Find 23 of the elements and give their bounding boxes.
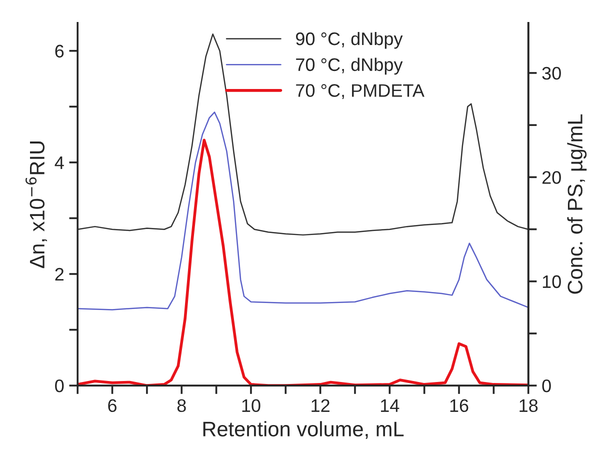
x-axis-title: Retention volume, mL	[203, 421, 404, 439]
line-series	[78, 112, 528, 310]
y-tick-label: 6	[55, 44, 64, 58]
y2-tick-label: 30	[542, 66, 561, 80]
y2-tick-label: 0	[542, 379, 551, 392]
y2-axis-title: Conc. of PS, µg/mL	[567, 114, 587, 294]
x-tick-label: 10	[242, 399, 260, 412]
y-tick-label: 0	[55, 379, 64, 392]
y-tick-label: 4	[54, 156, 64, 169]
x-tick-label: 18	[520, 399, 538, 412]
line-series	[78, 33, 528, 236]
legend-label: 90 °C, dNbpy	[296, 32, 403, 49]
legend-label: 70 °C, PMDETA	[296, 84, 424, 100]
legend-label: 70 °C, dNbpy	[296, 58, 403, 75]
x-tick-label: 8	[177, 399, 186, 412]
y2-tick-label: 20	[542, 171, 561, 184]
y2-tick-label: 10	[542, 275, 561, 288]
x-tick-label: 6	[108, 399, 117, 412]
x-tick-label: 16	[450, 399, 468, 412]
y-axis-title: Δn, x10$^{−6}$RIU	[26, 142, 48, 268]
x-tick-label: 14	[380, 399, 400, 412]
x-tick-label: 12	[312, 399, 330, 412]
y-tick-label: 2	[55, 268, 64, 281]
